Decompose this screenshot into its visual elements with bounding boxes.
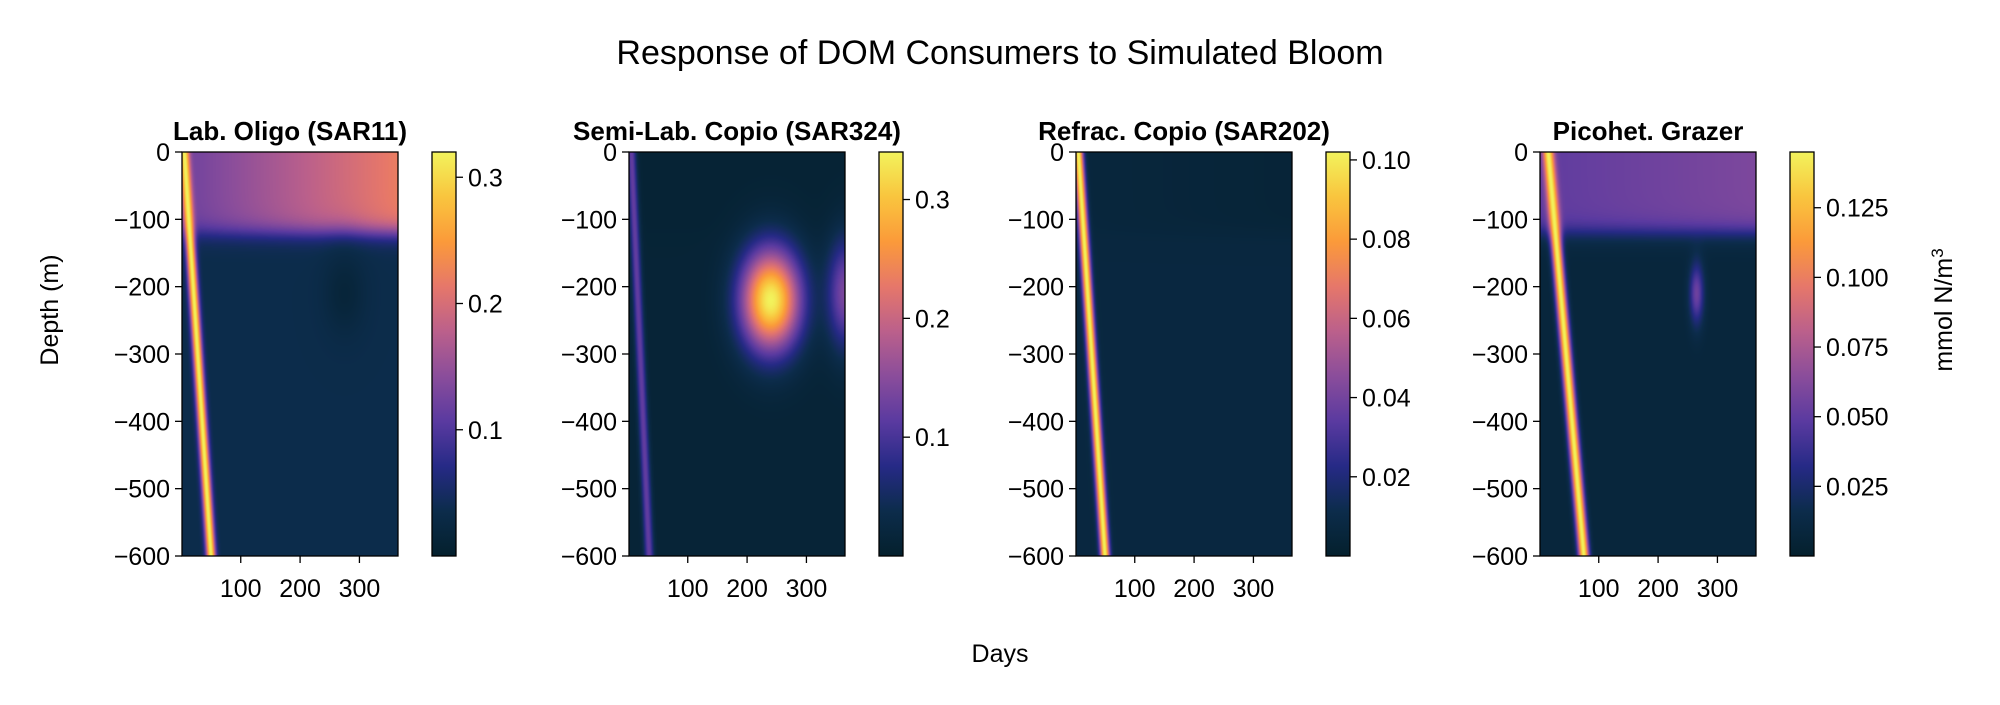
x-axis-label: Days — [972, 640, 1029, 668]
panel-1: Lab. Oligo (SAR11)0 −100 −200 −300 −400 −500 −… — [114, 116, 503, 603]
y-tick-label: −500 — [1472, 476, 1528, 504]
colorbar-tick-label: 0.08 — [1362, 226, 1411, 254]
x-tick-label: 300 — [786, 575, 828, 603]
colorbar-tick-label: 0.3 — [915, 187, 950, 215]
y-tick-label: 0 — [1514, 139, 1528, 167]
y-tick-label: −300 — [1008, 341, 1064, 369]
colorbar-tick-label: 0.050 — [1826, 404, 1889, 432]
y-tick-label: −500 — [1008, 476, 1064, 504]
y-tick-label: −500 — [561, 476, 617, 504]
y-tick-label: −200 — [114, 274, 170, 302]
panel-title: Lab. Oligo (SAR11) — [173, 116, 407, 146]
y-tick-label: −100 — [1472, 206, 1528, 234]
colorbar-label-text: mmol N/m — [1930, 258, 1958, 372]
heatmap-image — [1540, 152, 1756, 556]
x-tick-label: 200 — [726, 575, 768, 603]
colorbar-tick-label: 0.075 — [1826, 334, 1889, 362]
heatmap-image — [629, 152, 845, 556]
x-tick-label: 200 — [279, 575, 321, 603]
y-tick-label: −400 — [114, 408, 170, 436]
panel-title: Semi-Lab. Copio (SAR324) — [573, 116, 901, 146]
x-tick-label: 100 — [220, 575, 262, 603]
colorbar-tick-label: 0.025 — [1826, 473, 1889, 501]
x-tick-label: 200 — [1637, 575, 1679, 603]
y-tick-label: −200 — [1472, 274, 1528, 302]
y-tick-label: 0 — [603, 139, 617, 167]
y-tick-label: −100 — [561, 206, 617, 234]
panel-3: Refrac. Copio (SAR202)0 −100 −200 −300 −400 −… — [1008, 116, 1411, 603]
colorbar-label-superscript: 3 — [1928, 248, 1947, 257]
y-tick-label: 0 — [1050, 139, 1064, 167]
y-tick-label: −400 — [1008, 408, 1064, 436]
heatmap-image — [182, 152, 398, 556]
figure-title: Response of DOM Consumers to Simulated B… — [616, 34, 1383, 72]
colorbar — [1325, 151, 1351, 557]
colorbar-tick-label: 0.06 — [1362, 305, 1411, 333]
colorbar-tick-label: 0.2 — [915, 305, 950, 333]
colorbar-tick-label: 0.04 — [1362, 385, 1411, 413]
y-tick-label: −300 — [1472, 341, 1528, 369]
y-tick-label: −600 — [114, 543, 170, 571]
y-tick-label: −200 — [561, 274, 617, 302]
colorbar — [431, 151, 457, 557]
y-tick-label: −500 — [114, 476, 170, 504]
y-tick-label: −600 — [561, 543, 617, 571]
x-tick-label: 300 — [1697, 575, 1739, 603]
x-tick-label: 200 — [1173, 575, 1215, 603]
y-tick-label: −600 — [1472, 543, 1528, 571]
y-tick-label: −300 — [561, 341, 617, 369]
y-tick-label: −200 — [1008, 274, 1064, 302]
x-tick-label: 300 — [1233, 575, 1275, 603]
x-tick-label: 100 — [667, 575, 709, 603]
colorbar-tick-label: 0.3 — [468, 164, 503, 192]
colorbar-tick-label: 0.10 — [1362, 147, 1411, 175]
colorbar-label: mmol N/m3 — [1928, 248, 1958, 371]
x-tick-label: 100 — [1114, 575, 1156, 603]
colorbar-tick-label: 0.1 — [915, 424, 950, 452]
y-tick-label: −400 — [1472, 408, 1528, 436]
colorbar — [1789, 151, 1815, 557]
heatmap-panels: Lab. Oligo (SAR11)0−100−200−300−400−500−… — [114, 116, 1889, 603]
panel-4: Picohet. Grazer 0 −100 −200 −300 −400 −500 −600… — [1472, 116, 1889, 603]
panel-title: Refrac. Copio (SAR202) — [1038, 116, 1330, 146]
y-tick-label: −300 — [114, 341, 170, 369]
y-tick-label: −400 — [561, 408, 617, 436]
colorbar-tick-label: 0.2 — [468, 291, 503, 319]
y-tick-label: −100 — [114, 206, 170, 234]
panel-2: Semi-Lab. Copio (SAR324)0 −100 −200 −300 −40… — [561, 116, 950, 603]
x-tick-label: 100 — [1578, 575, 1620, 603]
colorbar-tick-label: 0.02 — [1362, 464, 1411, 492]
colorbar-tick-label: 0.1 — [468, 417, 503, 445]
colorbar-tick-label: 0.125 — [1826, 195, 1889, 223]
y-axis-label: Depth (m) — [36, 254, 64, 365]
y-tick-label: −100 — [1008, 206, 1064, 234]
colorbar — [878, 151, 904, 557]
panel-title: Picohet. Grazer — [1553, 116, 1744, 146]
x-tick-label: 300 — [339, 575, 381, 603]
colorbar-tick-label: 0.100 — [1826, 264, 1889, 292]
heatmap-image — [1076, 152, 1292, 556]
y-tick-label: 0 — [156, 139, 170, 167]
y-tick-label: −600 — [1008, 543, 1064, 571]
